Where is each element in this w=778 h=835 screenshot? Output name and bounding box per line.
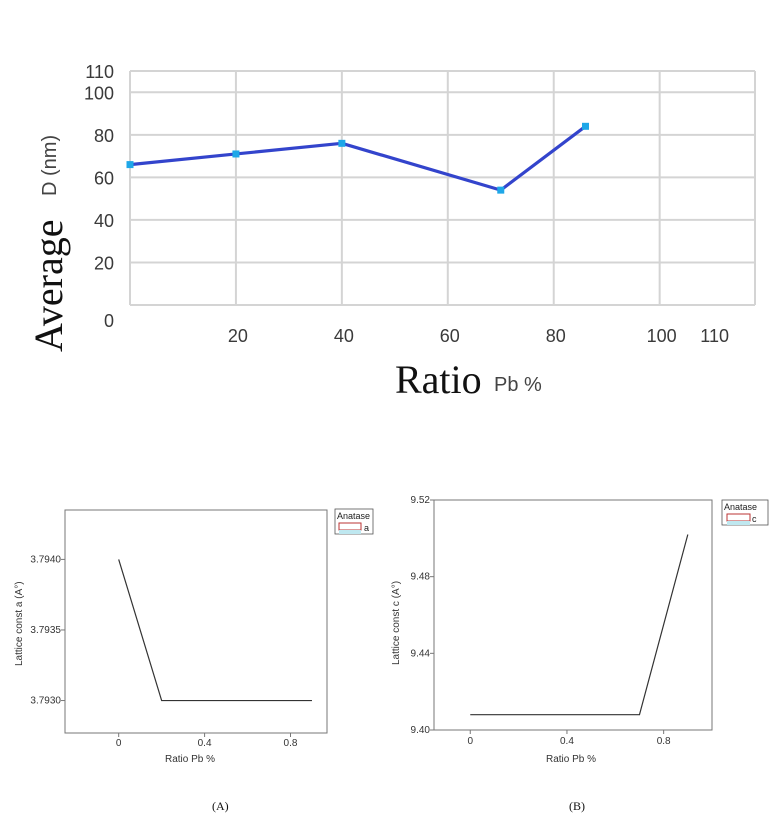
x-tick-label: 0.4 (560, 736, 574, 747)
y-tick-label: 60 (94, 168, 114, 188)
average-size-grid (129, 70, 756, 306)
x-tick-label: 0.8 (657, 736, 671, 747)
lattice-a-x-ticks: 0 0.4 0.8 (116, 733, 298, 749)
x-tick-label: 80 (546, 326, 566, 346)
lattice-a-chart: 3.7930 3.7935 3.7940 0 0.4 0.8 Lattice const… (14, 508, 374, 813)
lattice-c-legend: Anatase c (721, 499, 769, 526)
lattice-a-legend-swatch-fill (339, 530, 361, 534)
data-point-marker (497, 186, 505, 194)
y-tick-label: 0 (104, 311, 114, 331)
y-tick-label: 3.7930 (30, 696, 61, 707)
lattice-c-legend-entry: c (752, 514, 757, 524)
lattice-c-y-ticks: 9.40 9.44 9.48 9.52 (411, 495, 434, 736)
y-axis-label-unit: D (nm) (39, 135, 61, 196)
y-tick-label: 9.44 (411, 648, 431, 659)
y-tick-label: 20 (94, 253, 114, 273)
average-size-series-line (129, 125, 587, 192)
y-tick-label: 9.48 (411, 572, 431, 583)
data-point-marker (126, 161, 134, 169)
lattice-c-series-line (470, 534, 689, 716)
y-tick-label: 3.7940 (30, 554, 61, 565)
caption-b: (B) (569, 799, 585, 813)
data-point-marker (582, 122, 590, 130)
x-tick-label: 20 (228, 326, 248, 346)
y-tick-label: 9.40 (411, 725, 431, 736)
lattice-c-x-ticks: 0 0.4 0.8 (467, 730, 671, 747)
lattice-a-y-label: Lattice const a (A°) (14, 581, 25, 666)
y-tick-label: 3.7935 (30, 625, 61, 636)
lattice-a-legend-entry: a (364, 523, 369, 533)
caption-a: (A) (212, 799, 229, 813)
lattice-c-frame (433, 499, 713, 731)
lattice-a-series-line (118, 559, 312, 702)
average-size-x-ticks: 20 40 60 80 100 110 (228, 326, 729, 346)
lattice-a-frame (64, 509, 328, 734)
y-tick-label: 80 (94, 126, 114, 146)
lattice-a-y-ticks: 3.7930 3.7935 3.7940 (30, 554, 65, 707)
x-tick-label: 100 (647, 326, 677, 346)
y-axis-label-main: Average (26, 220, 71, 353)
lattice-c-y-label: Lattice const c (A°) (391, 581, 402, 665)
lattice-a-x-label: Ratio Pb % (165, 754, 215, 765)
y-tick-label: 9.52 (411, 495, 431, 506)
x-axis-label-main: Ratio (395, 357, 482, 402)
x-tick-label: 40 (334, 326, 354, 346)
data-point-marker (338, 139, 346, 147)
average-size-markers (126, 122, 590, 194)
lattice-c-x-label: Ratio Pb % (546, 754, 596, 765)
data-point-marker (232, 150, 240, 158)
x-tick-label: 60 (440, 326, 460, 346)
y-tick-label: 110 (85, 62, 114, 82)
x-tick-label: 0.8 (284, 738, 298, 749)
x-axis-label-unit: Pb % (494, 374, 542, 396)
lattice-c-legend-swatch-fill (727, 521, 750, 525)
lattice-c-legend-title: Anatase (724, 502, 757, 512)
lattice-a-legend: Anatase a (334, 508, 374, 535)
x-tick-label: 110 (700, 326, 729, 346)
x-tick-label: 0 (116, 738, 122, 749)
y-tick-label: 40 (94, 211, 114, 231)
x-tick-label: 0.4 (198, 738, 212, 749)
lattice-c-chart: 9.40 9.44 9.48 9.52 0 0.4 0.8 Lattice const c… (391, 495, 769, 813)
x-tick-label: 0 (467, 736, 473, 747)
y-tick-label: 100 (84, 83, 114, 103)
lattice-a-legend-title: Anatase (337, 511, 370, 521)
